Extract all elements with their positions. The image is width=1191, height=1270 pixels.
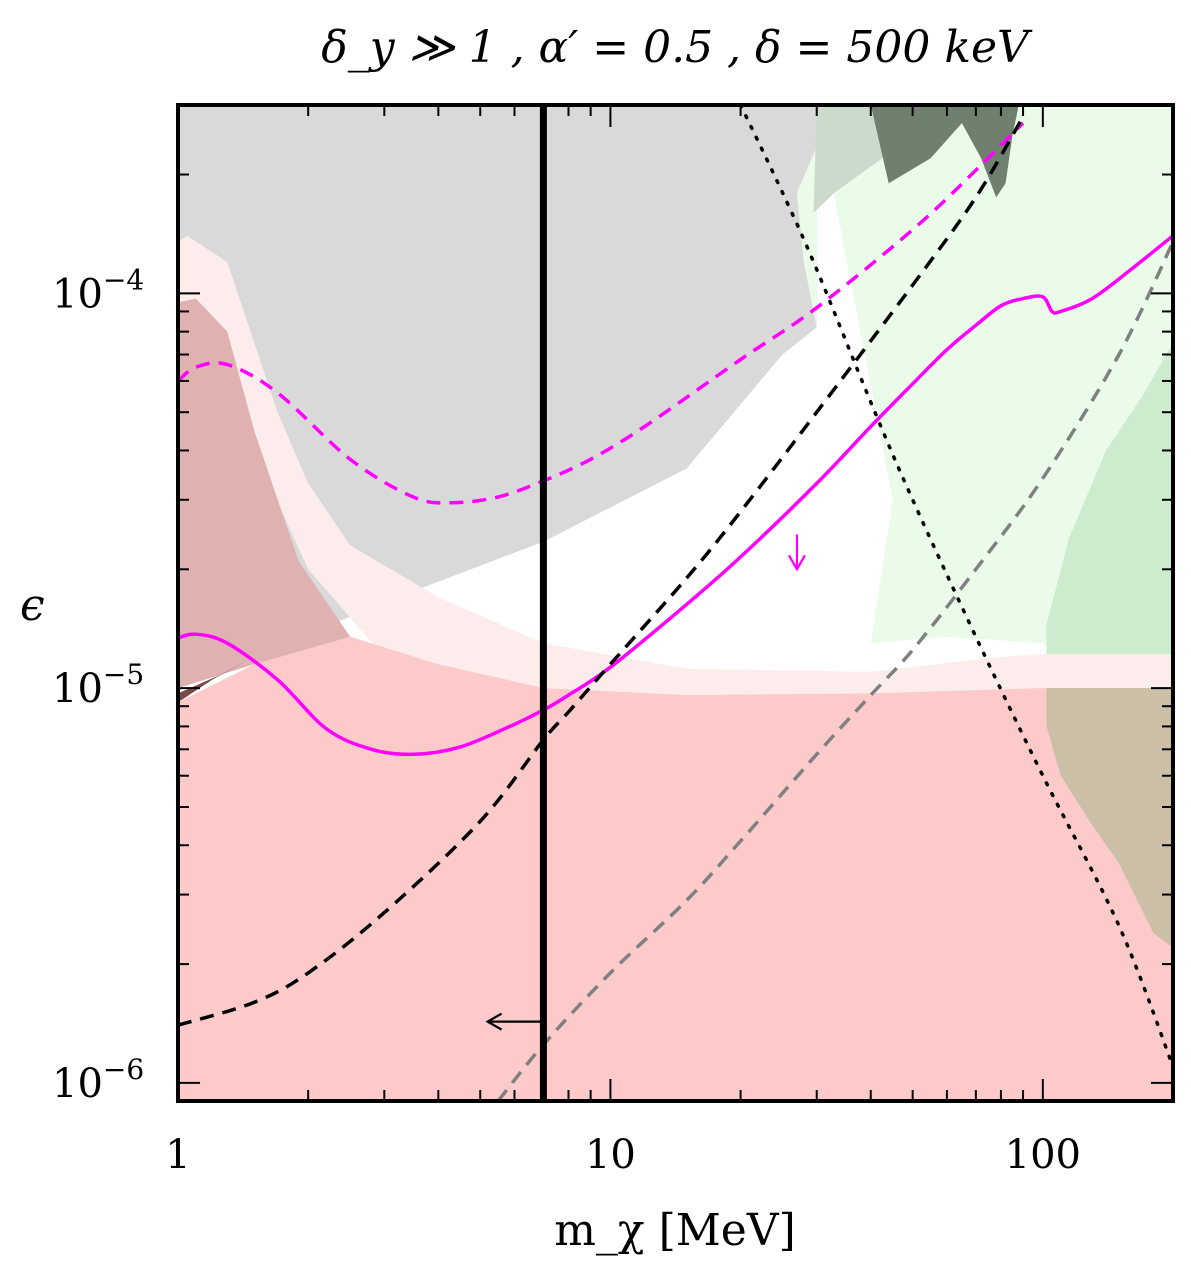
chart-title-text: δ_y ≫ 1 , α′ = 0.5 , δ = 500 keV	[321, 22, 1033, 73]
olive-overlap-region	[1046, 688, 1173, 948]
light-pink-band	[178, 235, 1173, 709]
green-region	[1046, 342, 1173, 689]
red-excluded-region	[178, 636, 1173, 1101]
y-tick-label: 10−4	[52, 263, 144, 317]
sage-region	[813, 105, 976, 213]
magenta-solid-line	[178, 234, 1173, 757]
chart-title: δ_y ≫ 1 , α′ = 0.5 , δ = 500 keV	[321, 22, 1033, 73]
y-tick-label: 10−6	[52, 1053, 144, 1107]
black-left-arrow	[485, 1012, 541, 1031]
dark-pink-region	[178, 298, 351, 689]
x-axis-title: m_χ [MeV]	[554, 1205, 796, 1256]
black-dashed-line	[178, 115, 1025, 1027]
x-tick-label: 100	[1005, 1132, 1081, 1178]
y-tick-label: 10−5	[52, 658, 144, 712]
y-axis-title: ϵ	[20, 580, 45, 631]
gray-dashed-line	[496, 241, 1173, 1101]
magenta-down-arrow	[787, 534, 806, 572]
x-tick-label: 1	[165, 1132, 190, 1178]
plot-frame	[176, 103, 1175, 1103]
black-dotted-line	[738, 105, 1173, 1069]
axis-ticks	[177, 105, 1174, 1102]
x-tick-label: 10	[585, 1132, 636, 1178]
dark-green-region	[870, 105, 1019, 198]
